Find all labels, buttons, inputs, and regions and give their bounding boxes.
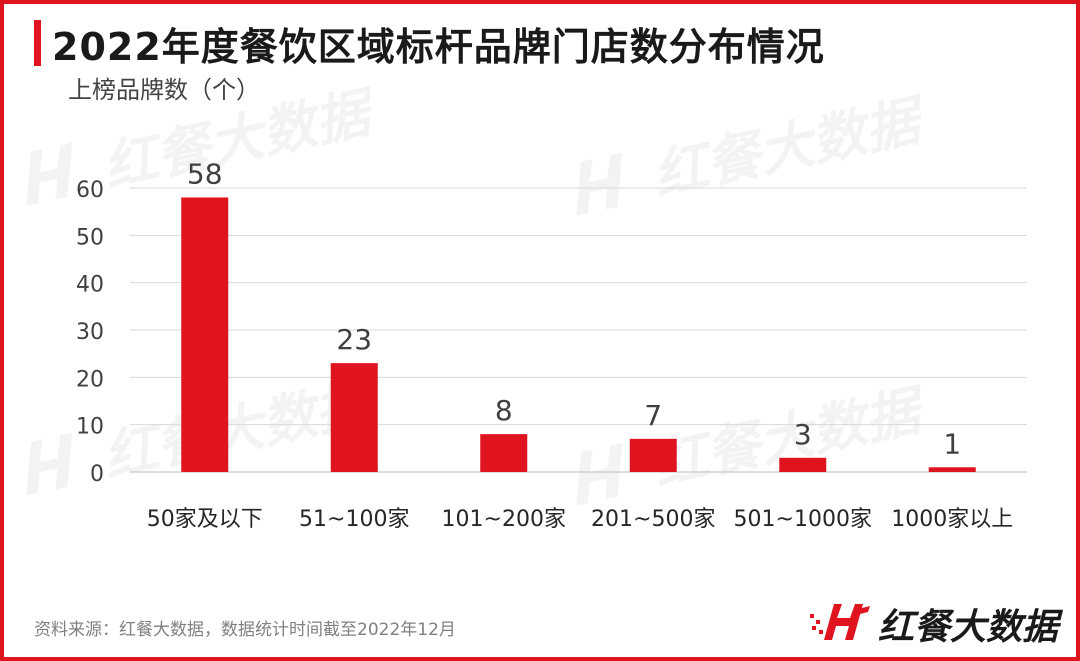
source-note: 资料来源：红餐大数据，数据统计时间截至2022年12月	[34, 620, 456, 640]
y-tick-label: 50	[76, 225, 104, 250]
x-tick-label: 501~1000家	[734, 507, 872, 532]
data-label: 58	[187, 157, 223, 190]
y-tick-label: 60	[76, 178, 104, 203]
brand-name: 红餐大数据	[878, 607, 1059, 648]
y-tick-label: 10	[76, 415, 104, 440]
x-tick-label: 1000家以上	[891, 507, 1013, 532]
bar	[629, 438, 677, 472]
y-tick-label: 40	[76, 273, 104, 298]
x-tick-label: 101~200家	[442, 507, 566, 532]
bar	[330, 363, 378, 472]
y-tick-label: 20	[76, 367, 104, 392]
bar	[480, 434, 528, 472]
x-tick-label: 201~500家	[591, 507, 715, 532]
brand-logo-icon	[810, 604, 870, 640]
chart-title: 2022年度餐饮区域标杆品牌门店数分布情况	[52, 25, 825, 69]
y-axis-label: 上榜品牌数（个）	[68, 76, 260, 104]
x-tick-label: 51~100家	[299, 507, 409, 532]
data-label: 8	[495, 394, 513, 427]
data-label: 1	[943, 427, 961, 460]
x-tick-label: 50家及以下	[147, 507, 263, 532]
y-tick-label: 0	[90, 462, 104, 487]
data-label: 23	[336, 323, 372, 356]
bar	[779, 457, 827, 472]
data-label: 3	[794, 418, 812, 451]
title-accent-bar	[34, 20, 41, 66]
bar	[181, 197, 229, 472]
y-tick-label: 30	[76, 320, 104, 345]
bar	[928, 467, 976, 472]
data-label: 7	[644, 399, 662, 432]
